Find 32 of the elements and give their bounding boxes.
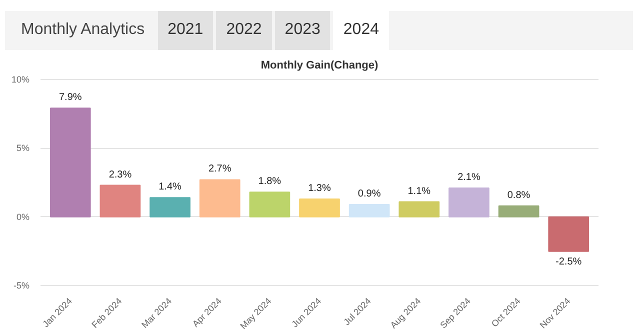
data-label: 0.8% bbox=[507, 190, 530, 201]
text: 2023 bbox=[274, 11, 330, 50]
y-tick-label: 5% bbox=[16, 143, 30, 154]
bar bbox=[199, 179, 240, 218]
data-label: 7.9% bbox=[58, 92, 82, 104]
bar bbox=[249, 192, 290, 218]
data-label: 1.1% bbox=[408, 186, 431, 197]
bar bbox=[299, 198, 340, 218]
data-label: -2.5% bbox=[556, 256, 582, 268]
data-label: 0.9% bbox=[358, 188, 381, 200]
bar bbox=[548, 216, 590, 252]
bar bbox=[398, 201, 440, 218]
chart-title: Monthly Analytics bbox=[20, 20, 146, 40]
bar bbox=[150, 197, 190, 218]
bar bbox=[348, 204, 390, 218]
data-label: 2.7% bbox=[208, 164, 232, 175]
y-tick-label: -5% bbox=[13, 280, 30, 291]
data-label: 2.1% bbox=[458, 172, 480, 184]
bar bbox=[448, 188, 490, 218]
chart-subtitle: Monthly Gain(Change) bbox=[260, 60, 378, 72]
data-label: 2.3% bbox=[108, 169, 132, 180]
text: 2021 bbox=[158, 11, 214, 50]
data-label: 1.8% bbox=[258, 176, 282, 188]
data-label: 1.4% bbox=[158, 182, 182, 193]
y-tick-label: 10% bbox=[11, 74, 30, 84]
data-label: 1.3% bbox=[308, 183, 332, 194]
text: 2024 bbox=[333, 11, 389, 50]
bar bbox=[100, 184, 141, 218]
y-tick-label: 0% bbox=[16, 212, 30, 222]
bar bbox=[50, 108, 91, 218]
bar bbox=[498, 205, 540, 218]
text: 2022 bbox=[216, 11, 272, 50]
